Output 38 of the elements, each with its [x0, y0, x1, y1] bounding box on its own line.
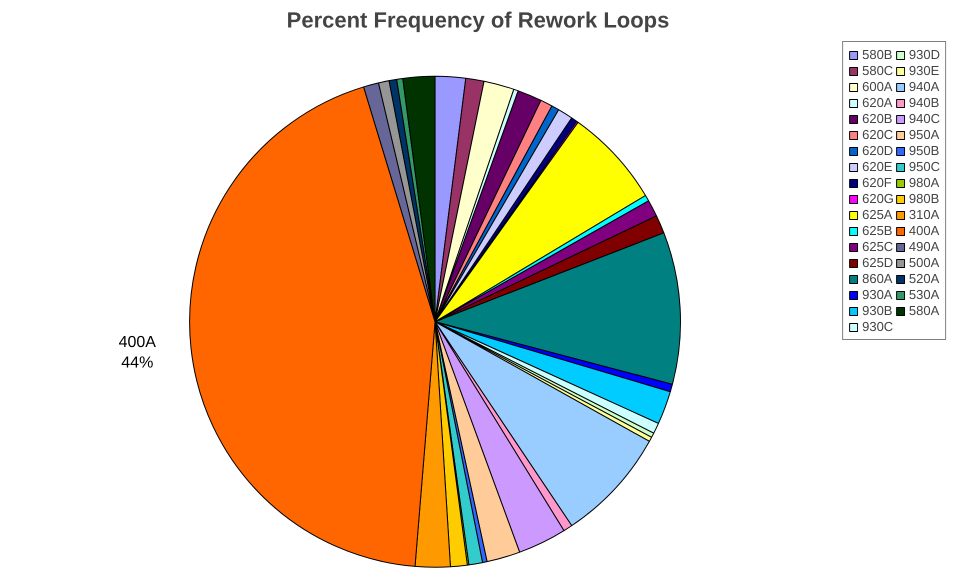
- legend-label: 580C: [862, 63, 894, 78]
- chart-title: Percent Frequency of Rework Loops: [286, 8, 670, 32]
- legend-label: 930B: [862, 303, 892, 318]
- legend-label: 520A: [908, 271, 940, 286]
- legend-label: 940C: [908, 111, 940, 126]
- legend-label: 620C: [862, 127, 894, 142]
- legend-label: 620D: [862, 143, 894, 158]
- legend-label: 625A: [862, 207, 892, 222]
- legend-label: 625B: [862, 223, 892, 238]
- legend-label: 980B: [908, 191, 940, 206]
- legend-label: 950A: [908, 127, 940, 142]
- legend-label: 930D: [908, 47, 940, 62]
- data-label: 44%: [121, 354, 154, 372]
- legend-label: 625C: [862, 239, 894, 254]
- legend-label: 940A: [908, 79, 940, 94]
- legend-label: 930A: [862, 287, 892, 302]
- legend-label: 500A: [908, 255, 940, 270]
- legend-label: 930C: [862, 319, 894, 334]
- legend-label: 620A: [862, 95, 892, 110]
- slice-label: 400A: [118, 334, 156, 351]
- legend-label: 530A: [908, 287, 940, 302]
- legend-label: 580B: [862, 47, 892, 62]
- legend-label: 620G: [862, 191, 894, 206]
- legend-label: 400A: [908, 223, 940, 238]
- legend-label: 310A: [908, 207, 940, 222]
- legend-label: 950B: [908, 143, 940, 158]
- legend-label: 620B: [862, 111, 892, 126]
- legend-label: 580A: [908, 303, 940, 318]
- legend-label: 625D: [862, 255, 894, 270]
- legend-label: 940B: [908, 95, 940, 110]
- legend-label: 930E: [908, 63, 940, 78]
- legend-label: 950C: [908, 159, 940, 174]
- legend-label: 620E: [862, 159, 892, 174]
- legend-label: 600A: [862, 79, 892, 94]
- legend-label: 620F: [862, 175, 892, 190]
- legend-label: 980A: [908, 175, 940, 190]
- legend-label: 860A: [862, 271, 892, 286]
- legend-label: 490A: [908, 239, 940, 254]
